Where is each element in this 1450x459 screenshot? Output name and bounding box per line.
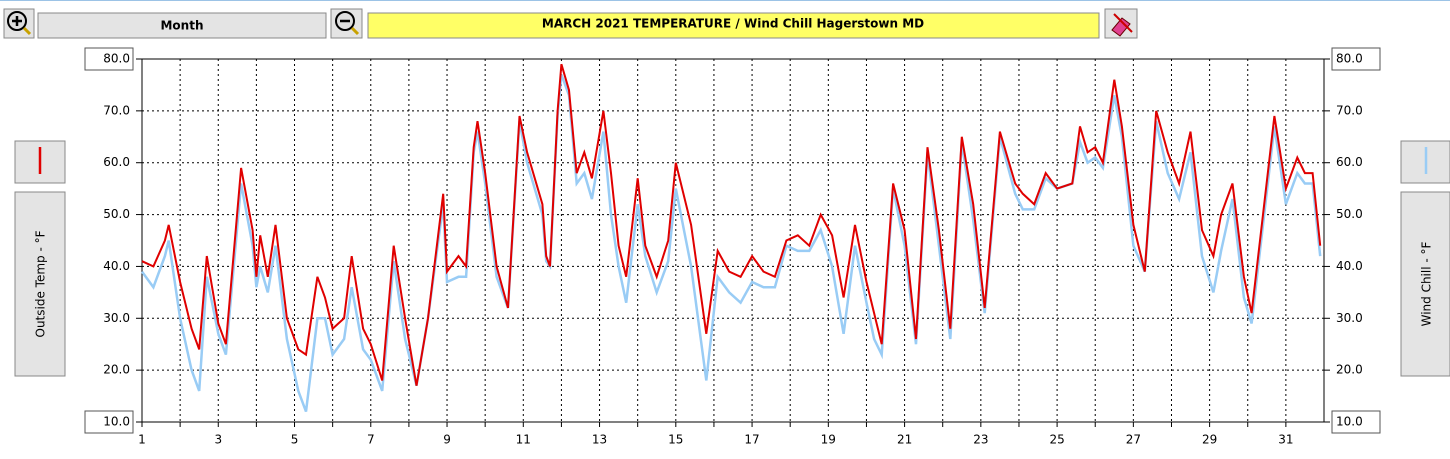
series-line [140,74,1322,413]
x-tick-label: 29 [1202,433,1217,447]
eraser-icon [1111,17,1131,37]
y-tick-label: 20.0 [103,363,130,377]
x-tick-label: 13 [592,433,607,447]
zoom-in[interactable] [3,8,35,39]
period-button[interactable] [37,12,327,39]
y2-tick-label: 30.0 [1336,311,1363,325]
series-line [141,63,1322,386]
x-tick-label: 27 [1126,433,1141,447]
y-tick-label: 80.0 [103,52,130,66]
y2-tick-label: 20.0 [1336,363,1363,377]
x-tick-label: 15 [668,433,683,447]
y-tick-label: 70.0 [103,103,130,117]
handle [22,26,32,36]
y-axis-button[interactable] [14,191,66,377]
y-tick-label: 50.0 [103,207,130,221]
zoom-out[interactable] [330,8,363,39]
y-tick-label: 60.0 [103,155,130,169]
y2-tick-label-box [1331,410,1381,434]
y-tick-label: 40.0 [103,259,130,273]
x-tick-label: 17 [744,433,759,447]
y2-tick-label: 50.0 [1336,207,1363,221]
x-tick-label: 3 [214,433,222,447]
x-tick-label: 23 [973,433,988,447]
y-tick-label: 10.0 [103,415,130,429]
eraser[interactable] [1104,8,1138,39]
title-box [367,12,1100,39]
y2-tick-label-box [1331,47,1381,71]
y2-tick-label: 70.0 [1336,103,1363,117]
plot-area [141,58,1325,423]
y2-axis-button[interactable] [1400,191,1450,377]
x-tick-label: 11 [516,433,531,447]
y2-tick-label: 80.0 [1336,52,1363,66]
y2-axis-label: Wind Chill - °F [1420,241,1434,326]
y-axis-label: Outside Temp - °F [34,230,48,337]
period-label: Month [160,19,203,33]
y2-tick-label: 10.0 [1336,415,1363,429]
y-tick-label-box [84,410,134,434]
x-tick-label: 25 [1049,433,1064,447]
x-tick-label: 9 [443,433,451,447]
y-tick-label-box [84,47,134,71]
chart-title: MARCH 2021 TEMPERATURE / Wind Chill Hage… [542,17,924,31]
plus [12,16,22,26]
x-tick-label: 5 [291,433,299,447]
handle [350,26,360,36]
x-tick-label: 31 [1278,433,1293,447]
x-tick-label: 21 [897,433,912,447]
x-tick-label: 1 [138,433,146,447]
y2-tick-label: 40.0 [1336,259,1363,273]
x-tick-label: 19 [821,433,836,447]
y-tick-label: 30.0 [103,311,130,325]
eraser-line [1113,13,1133,33]
x-tick-label: 7 [367,433,375,447]
y2-tick-label: 60.0 [1336,155,1363,169]
